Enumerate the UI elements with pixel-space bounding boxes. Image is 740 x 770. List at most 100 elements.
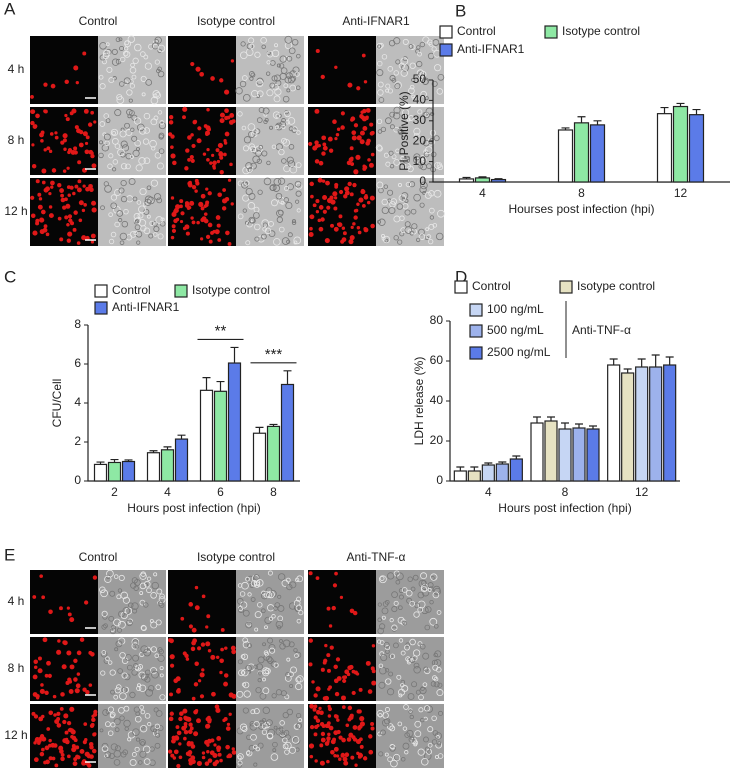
cell-texture (384, 645, 391, 651)
cell-texture (139, 582, 147, 590)
cell-texture (416, 45, 421, 50)
cell-dot (43, 224, 48, 229)
cell-dot (313, 732, 318, 737)
cell-texture (294, 71, 300, 77)
brightfield-image (98, 178, 166, 246)
cell-texture (407, 165, 414, 173)
cell-texture (405, 642, 411, 648)
cell-texture (285, 201, 293, 210)
cell-dot (317, 177, 323, 183)
error-bar (283, 370, 292, 385)
cell-texture (158, 596, 166, 603)
cell-texture (429, 599, 434, 605)
cell-texture (131, 752, 137, 757)
cell-texture (291, 220, 297, 226)
legend-group-label: Anti-TNF-α (572, 323, 631, 337)
cell-texture (411, 94, 416, 99)
cell-texture (422, 682, 428, 688)
cell-dot (90, 153, 95, 159)
cell-texture (109, 669, 116, 676)
cell-texture (295, 162, 302, 169)
cell-dot (369, 122, 374, 127)
error-bar (255, 426, 264, 434)
cell-texture (253, 664, 258, 669)
cell-texture (151, 220, 158, 227)
cell-texture (242, 637, 248, 643)
cell-texture (134, 746, 140, 752)
cell-texture (290, 76, 296, 82)
bar (458, 178, 475, 183)
cell-dot (170, 196, 175, 200)
cell-texture (389, 75, 396, 82)
cell-dot (219, 78, 224, 83)
cell-texture (423, 705, 431, 712)
cell-texture (129, 67, 137, 74)
cell-texture (395, 572, 404, 581)
cell-texture (123, 77, 131, 85)
cell-dot (66, 223, 70, 227)
cell-texture (396, 203, 404, 210)
cell-dot (209, 161, 213, 165)
cell-dot (179, 204, 183, 209)
cell-dot (48, 149, 53, 154)
cell-texture (414, 602, 421, 609)
cell-texture (237, 755, 242, 760)
cell-dot (321, 179, 326, 183)
cell-texture (423, 666, 429, 672)
cell-texture (140, 225, 147, 232)
cell-dot (57, 182, 62, 188)
cell-dot (89, 187, 94, 192)
cell-texture (296, 575, 304, 583)
cell-dot (214, 229, 220, 235)
cell-dot (31, 143, 35, 147)
cell-texture (262, 107, 270, 115)
cell-dot (64, 197, 68, 202)
cell-texture (393, 112, 401, 120)
cell-dot (217, 142, 223, 149)
cell-texture (417, 748, 425, 756)
cell-texture (405, 589, 413, 597)
cell-texture (250, 72, 256, 78)
cell-texture (260, 37, 267, 44)
cell-dot (205, 723, 210, 729)
cell-dot (59, 237, 64, 242)
legend-swatch (469, 346, 483, 360)
cell-texture (154, 723, 160, 729)
cell-texture (102, 52, 110, 60)
cell-dot (66, 720, 72, 726)
cell-texture (108, 77, 115, 84)
cell-texture (399, 231, 405, 237)
cell-dot (348, 664, 354, 670)
cell-texture (379, 666, 387, 675)
cell-texture (283, 83, 289, 89)
cell-dot (219, 670, 223, 675)
cell-texture (384, 752, 389, 757)
cell-texture (402, 56, 408, 62)
cell-dot (320, 217, 325, 222)
row-label: 4 h (8, 594, 25, 608)
cell-texture (150, 621, 158, 629)
cell-texture (272, 111, 281, 119)
cell-dot (327, 714, 332, 718)
cell-texture (379, 623, 386, 630)
bar (199, 389, 214, 482)
cell-dot (39, 132, 44, 138)
cell-texture (236, 761, 243, 768)
cell-texture (117, 627, 123, 633)
row-label: 8 h (8, 661, 25, 675)
cell-texture (431, 80, 438, 87)
cell-dot (205, 717, 210, 722)
cell-texture (140, 75, 147, 82)
cell-dot (46, 146, 51, 151)
cell-texture (281, 137, 288, 144)
cell-dot (315, 576, 320, 580)
cell-texture (282, 737, 288, 743)
cell-texture (417, 51, 422, 57)
cell-dot (87, 122, 93, 127)
cell-dot (349, 608, 355, 614)
cell-texture (256, 117, 263, 124)
cell-dot (183, 736, 187, 741)
cell-texture (119, 692, 127, 701)
cell-dot (193, 682, 199, 687)
cell-texture (101, 745, 109, 753)
